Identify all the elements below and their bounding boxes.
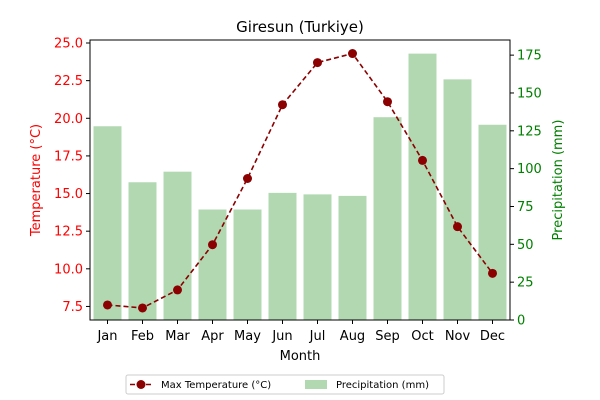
x-tick-label: Aug: [340, 329, 365, 344]
left-y-axis: 7.5 10.0 12.5 15.0 17.5 20.0 22.5 25.0: [54, 37, 90, 315]
left-y-axis-label: Temperature (°C): [29, 124, 44, 237]
left-tick-label: 10.0: [54, 262, 83, 277]
bar-jun: [268, 192, 297, 320]
bar-jul: [303, 194, 332, 320]
left-tick-label: 20.0: [54, 112, 83, 127]
legend-box: [125, 374, 445, 395]
plot-frame: [89, 39, 511, 321]
right-tick-label: 50: [517, 238, 534, 253]
temperature-point-jun: [278, 100, 287, 110]
temperature-line-series: [103, 49, 497, 313]
bar-feb: [128, 182, 157, 320]
bar-may: [233, 209, 262, 320]
right-tick-label: 100: [517, 162, 542, 177]
right-y-axis: 0 25 50 75 100 125 150 175: [510, 49, 542, 329]
temperature-point-jan: [103, 300, 112, 310]
right-tick-label: 25: [517, 276, 534, 291]
right-y-axis-label: Precipitation (mm): [551, 120, 566, 241]
left-tick-label: 12.5: [54, 225, 83, 240]
temperature-point-mar: [173, 285, 182, 295]
bar-mar: [163, 171, 192, 320]
left-tick-label: 25.0: [54, 37, 83, 52]
temperature-point-apr: [208, 240, 217, 250]
right-tick-label: 150: [517, 86, 542, 101]
x-tick-label: Sep: [375, 329, 400, 344]
legend-label-temperature: Max Temperature (°C): [161, 380, 271, 391]
bar-aug: [338, 195, 367, 320]
temperature-point-dec: [488, 268, 497, 278]
temperature-point-feb: [138, 303, 147, 313]
bar-jan: [93, 126, 122, 321]
precipitation-bars: [93, 53, 507, 321]
temperature-point-nov: [453, 222, 462, 232]
x-tick-label: Feb: [131, 329, 154, 344]
x-tick-label: Apr: [201, 329, 224, 344]
bar-sep: [373, 117, 402, 321]
x-axis-label: Month: [280, 349, 321, 364]
left-tick-label: 7.5: [62, 300, 83, 315]
x-tick-label: Dec: [480, 329, 505, 344]
x-axis: Jan Feb Mar Apr May Jun Jul Aug Sep Oct Nov Dec: [96, 320, 505, 344]
legend-bar-swatch: [305, 380, 327, 389]
x-tick-label: Nov: [445, 329, 471, 344]
temperature-point-jul: [313, 58, 322, 68]
right-tick-label: 175: [517, 49, 542, 64]
left-tick-label: 22.5: [54, 74, 83, 89]
left-tick-label: 17.5: [54, 149, 83, 164]
legend-label-precipitation: Precipitation (mm): [336, 380, 429, 391]
legend: Max Temperature (°C) Precipitation (mm): [125, 374, 445, 395]
chart-title: Giresun (Turkiye): [236, 18, 364, 36]
left-tick-label: 15.0: [54, 187, 83, 202]
right-tick-label: 75: [517, 200, 534, 215]
bar-apr: [198, 209, 227, 320]
bar-oct: [408, 53, 437, 321]
x-tick-label: Oct: [411, 329, 433, 344]
x-tick-label: Jun: [271, 329, 292, 344]
legend-marker-swatch: [136, 380, 146, 389]
x-tick-label: Mar: [165, 329, 190, 344]
x-tick-label: May: [234, 329, 261, 344]
right-tick-label: 0: [517, 314, 525, 329]
x-tick-label: Jul: [309, 329, 326, 344]
bar-nov: [443, 79, 472, 320]
temperature-point-sep: [383, 97, 392, 107]
right-tick-label: 125: [517, 124, 542, 139]
temperature-point-may: [243, 173, 252, 183]
bar-dec: [478, 124, 507, 320]
temperature-line: [107, 52, 494, 309]
temperature-point-aug: [348, 49, 357, 59]
x-tick-label: Jan: [96, 329, 117, 344]
temperature-point-oct: [418, 155, 427, 165]
